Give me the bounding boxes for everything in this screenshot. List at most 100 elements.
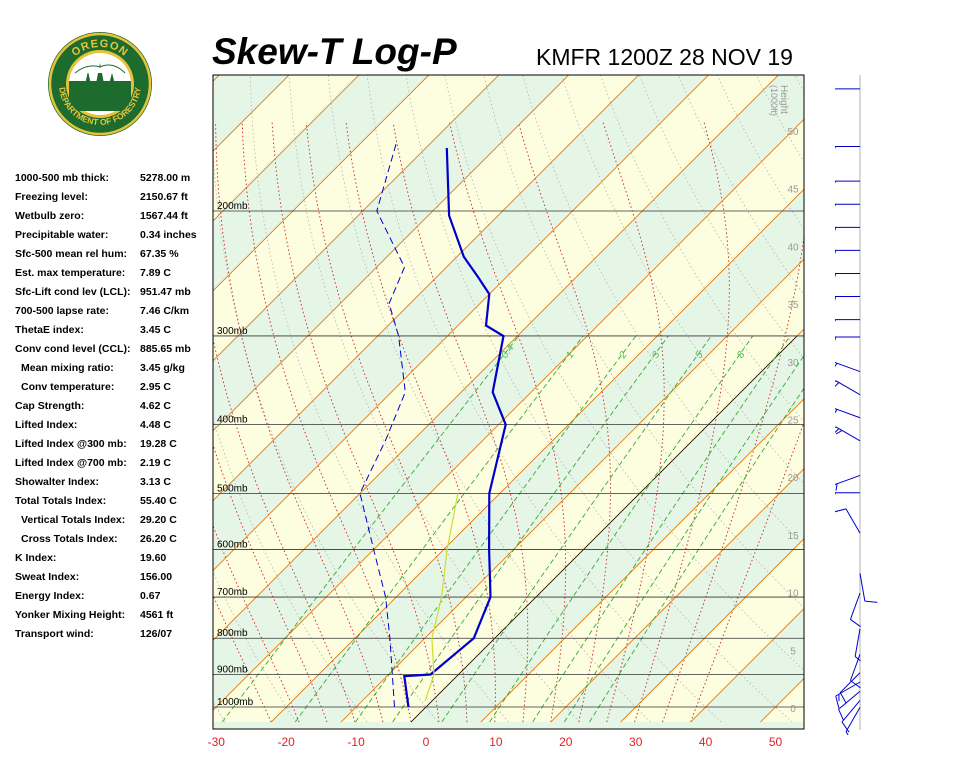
wind-barb	[835, 226, 860, 232]
wind-barb	[835, 88, 860, 90]
index-label: Showalter Index:	[15, 476, 100, 488]
index-row: Precipitable water: 0.34 inches	[15, 226, 215, 245]
index-row: Energy Index: 0.67	[15, 587, 215, 606]
index-label: Precipitable water:	[15, 229, 109, 241]
wind-barb	[835, 146, 860, 149]
isotherm-line	[340, 258, 804, 723]
mixing-ratio-label: 1	[564, 350, 576, 361]
index-row: 700-500 lapse rate: 7.46 C/km	[15, 302, 215, 321]
dry-adiabat-line	[405, 75, 793, 723]
index-row: Lifted Index @300 mb: 19.28 C	[15, 435, 215, 454]
index-value: 951.47 mb	[140, 286, 191, 298]
mixing-ratio-line	[441, 335, 712, 723]
mixing-ratio-label: 3	[650, 349, 662, 360]
height-tick-label: 45	[787, 185, 799, 196]
dry-adiabat-line	[483, 75, 804, 609]
height-axis-unit: (1000ft)	[769, 85, 779, 116]
dry-adiabat-line	[444, 75, 804, 671]
wind-barb-column	[835, 75, 878, 735]
station-time-label: KMFR 1200Z 28 NOV 19	[536, 44, 793, 70]
index-value: 3.13 C	[140, 476, 171, 488]
index-row: Sfc-500 mean rel hum: 67.35 %	[15, 245, 215, 264]
x-tick-label: -10	[347, 735, 365, 749]
height-axis-title: Height	[778, 85, 789, 114]
wind-barb	[835, 474, 861, 498]
wind-barb	[845, 707, 861, 735]
pressure-label: 1000mb	[217, 697, 254, 708]
mixing-ratio-line	[532, 335, 791, 723]
index-row: Showalter Index: 3.13 C	[15, 473, 215, 492]
index-label: 700-500 lapse rate:	[15, 305, 109, 317]
index-row: Mean mixing ratio: 3.45 g/kg	[15, 359, 215, 378]
dry-adiabat-line	[366, 75, 722, 723]
x-tick-label: 10	[489, 735, 503, 749]
isotherm-line	[213, 75, 640, 502]
index-row: Sfc-Lift cond lev (LCL): 951.47 mb	[15, 283, 215, 302]
index-value: 1567.44 ft	[140, 210, 188, 222]
wind-barb	[835, 249, 860, 255]
height-tick-label: 35	[787, 300, 799, 311]
mixing-ratio-line	[563, 354, 804, 723]
index-row: Wetbulb zero: 1567.44 ft	[15, 207, 215, 226]
height-tick-label: 15	[787, 531, 799, 542]
pressure-label: 400mb	[217, 415, 248, 426]
index-label: Total Totals Index:	[15, 495, 107, 507]
isotherm-line	[213, 75, 780, 642]
index-label: Sfc-500 mean rel hum:	[15, 248, 128, 260]
wind-barb	[835, 508, 861, 534]
isotherm-line	[550, 468, 804, 723]
index-value: 3.45 g/kg	[140, 362, 185, 374]
index-value: 26.20 C	[140, 533, 177, 545]
dry-adiabat-line	[213, 700, 226, 723]
index-value: 2150.67 ft	[140, 191, 188, 203]
isotherm-line	[213, 75, 360, 222]
index-value: 156.00	[140, 571, 173, 583]
index-row: Conv cond level (CCL): 885.65 mb	[15, 340, 215, 359]
tree-icon	[75, 63, 127, 99]
wind-barb	[835, 336, 860, 342]
mixing-ratio-label: 8	[735, 349, 747, 360]
index-label: Wetbulb zero:	[15, 210, 85, 222]
isotherm-line	[480, 398, 804, 723]
dry-adiabat-line	[522, 75, 804, 547]
index-label: Sweat Index:	[15, 571, 80, 583]
index-label: Cap Strength:	[15, 400, 85, 412]
height-tick-label: 40	[787, 242, 799, 253]
dry-adiabat-line	[327, 75, 651, 723]
freezing-isotherm-line	[410, 335, 798, 723]
index-value: 19.28 C	[140, 438, 177, 450]
parcel-line	[424, 493, 459, 701]
index-value: 2.19 C	[140, 457, 171, 469]
index-label: K Index:	[15, 552, 57, 564]
index-label: Conv cond level (CCL):	[15, 343, 131, 355]
index-row: Lifted Index @700 mb: 2.19 C	[15, 454, 215, 473]
pressure-label: 900mb	[217, 665, 248, 676]
index-label: Freezing level:	[15, 191, 88, 203]
index-row: K Index: 19.60	[15, 549, 215, 568]
x-tick-label: -20	[278, 735, 296, 749]
wind-barb	[854, 628, 861, 662]
index-label: Est. max temperature:	[15, 267, 126, 279]
index-label: ThetaE index:	[15, 324, 84, 336]
dry-adiabat-line	[561, 75, 804, 485]
index-value: 0.67	[140, 590, 161, 602]
isotherm-line	[213, 75, 290, 152]
height-tick-label: 5	[790, 646, 796, 657]
index-value: 4561 ft	[140, 609, 174, 621]
x-tick-label: -30	[208, 735, 226, 749]
index-value: 67.35 %	[140, 248, 179, 260]
index-value: 19.60	[140, 552, 167, 564]
plot-frame	[212, 74, 805, 730]
index-row: Total Totals Index: 55.40 C	[15, 492, 215, 511]
height-tick-label: 0	[790, 704, 796, 715]
index-label: 1000-500 mb thick:	[15, 172, 109, 184]
wind-barb	[835, 319, 860, 322]
chart-title: Skew-T Log-P	[212, 31, 457, 72]
index-value: 7.46 C/km	[140, 305, 190, 317]
index-row: 1000-500 mb thick: 5278.00 m	[15, 169, 215, 188]
index-row: Freezing level: 2150.67 ft	[15, 188, 215, 207]
index-value: 55.40 C	[140, 495, 177, 507]
index-value: 5278.00 m	[140, 172, 191, 184]
x-tick-label: 20	[559, 735, 573, 749]
